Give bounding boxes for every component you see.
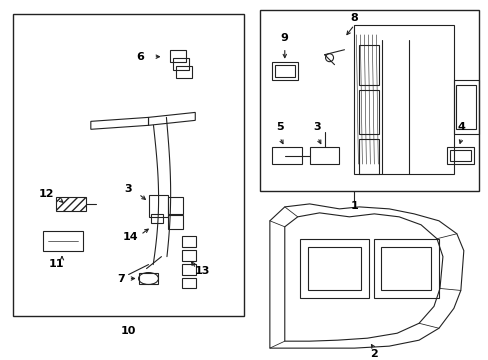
Text: 11: 11 bbox=[48, 258, 63, 269]
Text: 12: 12 bbox=[38, 189, 54, 199]
Text: 10: 10 bbox=[121, 326, 136, 336]
Text: 2: 2 bbox=[370, 349, 377, 359]
Polygon shape bbox=[56, 197, 86, 211]
Text: 3: 3 bbox=[313, 122, 321, 132]
Text: 5: 5 bbox=[275, 122, 283, 132]
Text: 14: 14 bbox=[122, 232, 138, 242]
Text: 7: 7 bbox=[117, 274, 124, 284]
Text: 9: 9 bbox=[280, 33, 288, 43]
Text: 13: 13 bbox=[194, 266, 209, 275]
Text: 1: 1 bbox=[350, 201, 358, 211]
Text: 6: 6 bbox=[136, 52, 144, 62]
Text: 3: 3 bbox=[124, 184, 132, 194]
Text: 8: 8 bbox=[350, 13, 358, 23]
Text: 4: 4 bbox=[457, 122, 465, 132]
